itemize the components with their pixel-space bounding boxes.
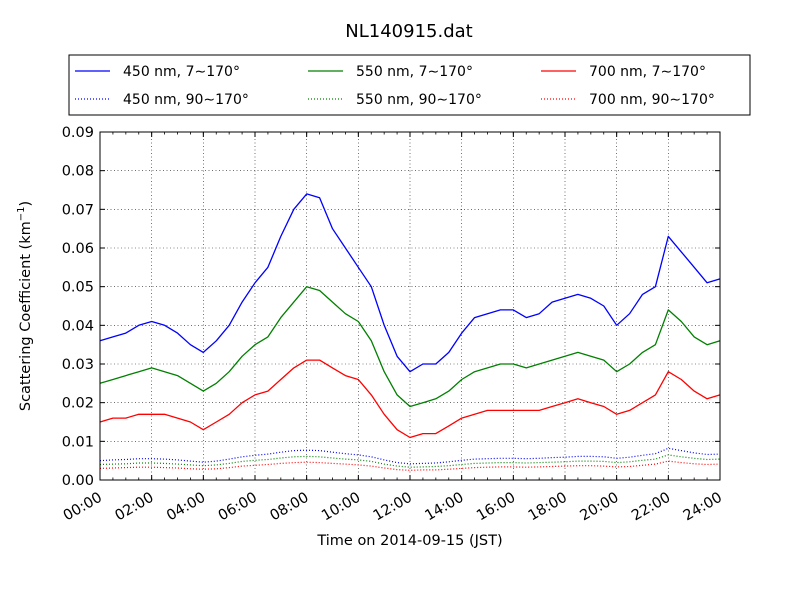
legend-label: 700 nm, 90∼170° (589, 92, 715, 108)
y-tick-label: 0.03 (62, 357, 94, 373)
y-axis-label-unit-exponent: −1 (16, 207, 27, 222)
chart-title: NL140915.dat (345, 21, 472, 42)
series-line-2 (99, 359, 721, 439)
x-tick-label: 20:00 (577, 490, 621, 525)
x-tick-label: 16:00 (474, 490, 518, 525)
legend-label: 450 nm, 90∼170° (123, 92, 249, 108)
legend-label: 550 nm, 90∼170° (356, 92, 482, 108)
y-axis-label-close: ) (18, 201, 34, 207)
y-tick-label: 0.06 (62, 241, 94, 257)
grid (100, 132, 720, 480)
x-tick-label: 12:00 (371, 490, 415, 525)
plot-series (99, 193, 721, 471)
x-tick-label: 10:00 (319, 490, 363, 525)
x-tick-label: 18:00 (526, 490, 570, 525)
y-tick-label: 0.02 (62, 396, 94, 412)
x-tick-label: 06:00 (216, 490, 260, 525)
x-tick-label: 08:00 (267, 490, 311, 525)
x-tick-label: 02:00 (112, 490, 156, 525)
x-tick-label: 04:00 (164, 490, 208, 525)
y-tick-label: 0.01 (62, 434, 94, 450)
x-tick-label: 00:00 (61, 490, 105, 525)
y-axis-label: Scattering Coefficient (km−1) (16, 201, 34, 411)
series-line-3 (99, 447, 721, 465)
legend-label: 550 nm, 7∼170° (356, 64, 473, 80)
y-tick-label: 0.09 (62, 125, 94, 141)
legend: 450 nm, 7∼170° 550 nm, 7∼170° 700 nm, 7∼17… (68, 54, 751, 116)
x-tick-label: 22:00 (629, 490, 673, 525)
y-tick-label: 0.05 (62, 280, 94, 296)
y-tick-label: 0.04 (62, 318, 94, 334)
y-axis-label-main: Scattering Coefficient (km (18, 221, 34, 411)
legend-label: 700 nm, 7∼170° (589, 64, 706, 80)
y-tick-label: 0.00 (62, 473, 94, 489)
x-tick-label: 24:00 (681, 490, 725, 525)
x-axis-label: Time on 2014-09-15 (JST) (316, 533, 502, 549)
legend-label: 450 nm, 7∼170° (123, 64, 240, 80)
legend-frame (68, 54, 751, 116)
plot-frame (99, 131, 721, 481)
y-tick-label: 0.07 (62, 202, 94, 218)
series-line-1 (99, 286, 721, 408)
x-tick-label: 14:00 (422, 490, 466, 525)
series-line-0 (99, 193, 721, 373)
y-tick-label: 0.08 (62, 164, 94, 180)
